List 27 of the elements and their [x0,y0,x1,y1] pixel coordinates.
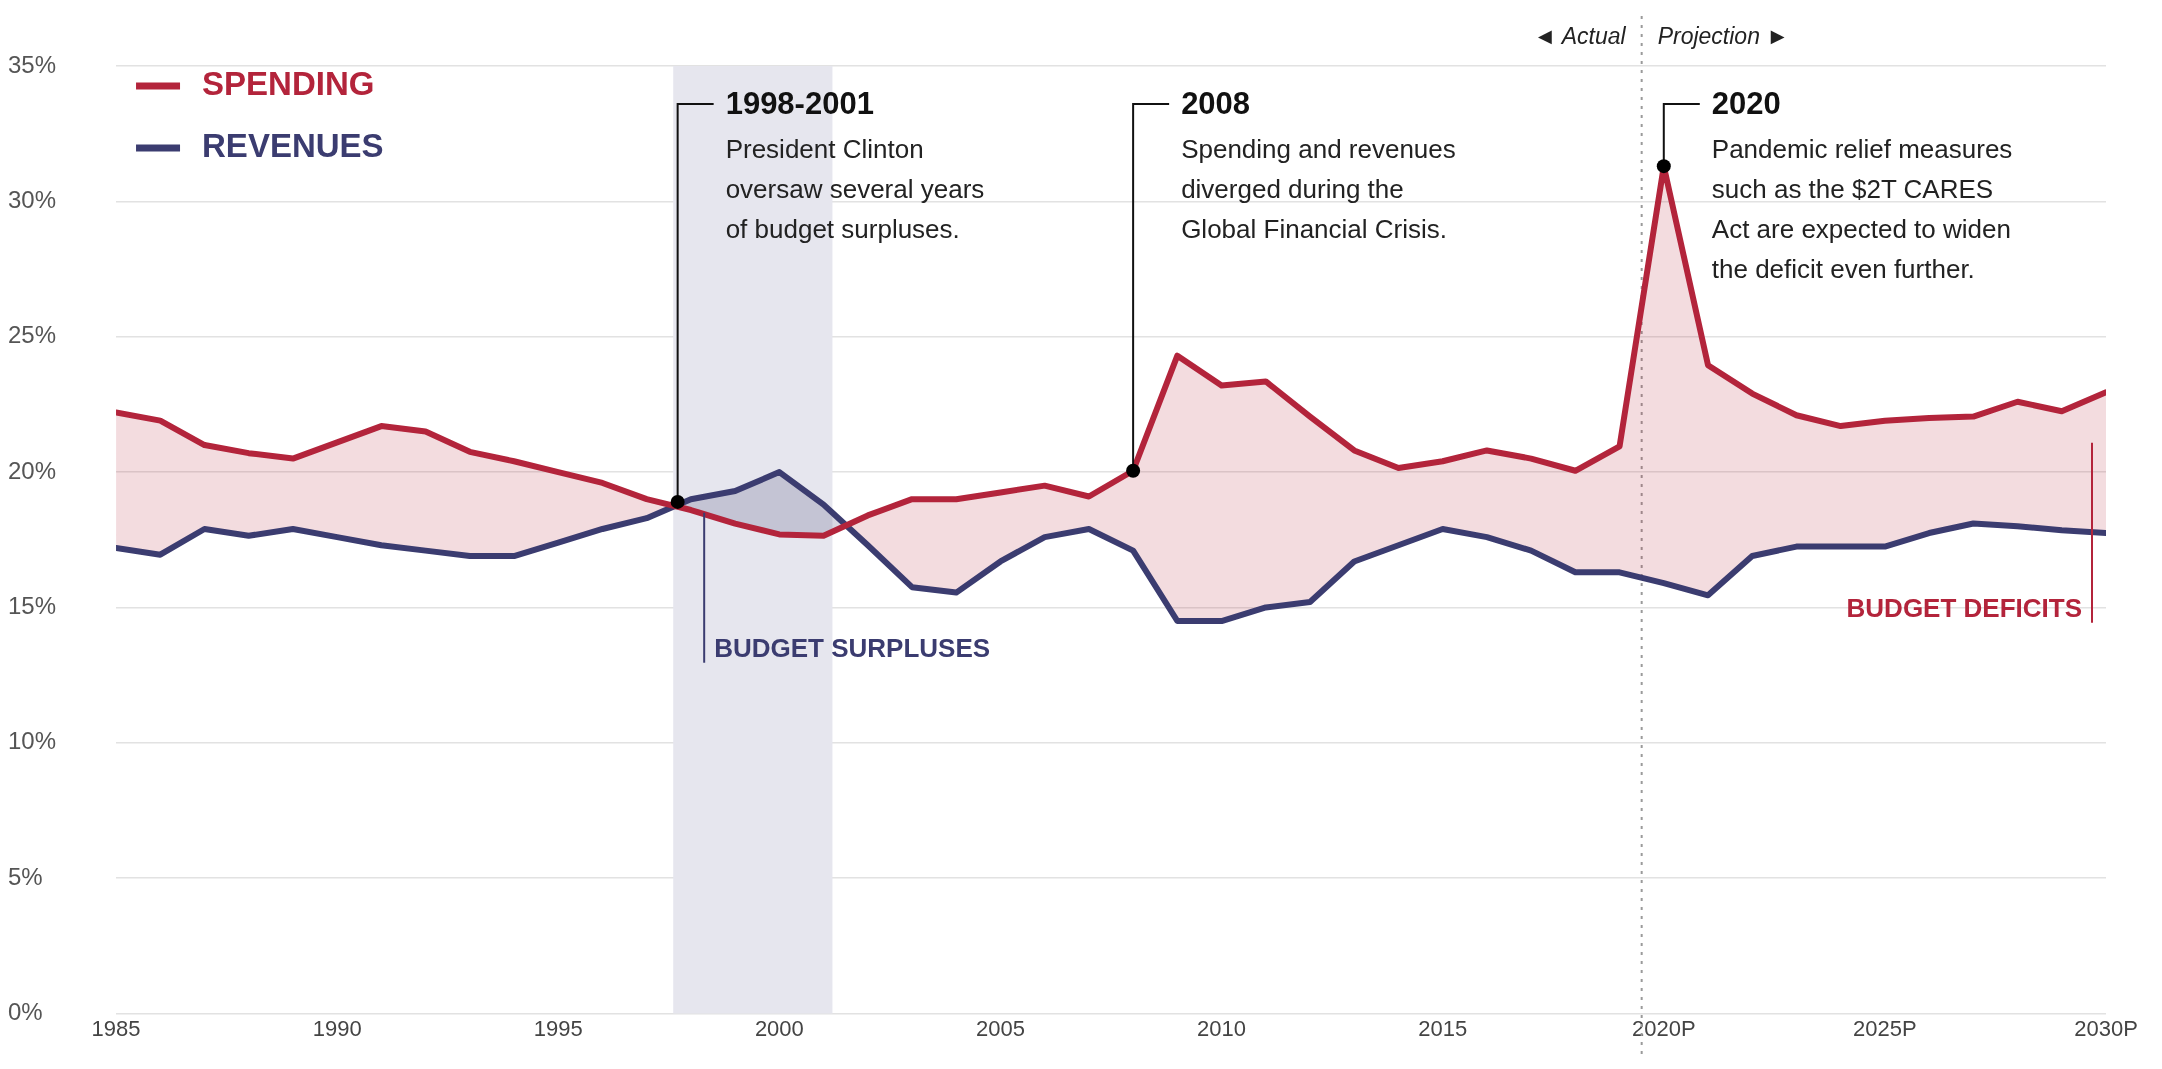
text: Projection ► [1657,23,1790,50]
y-tick-label: 10% [8,727,57,755]
y-tick-label: 30% [8,186,57,213]
y-tick-label: 5% [8,862,43,890]
x-tick-label: 2015 [1418,1015,1468,1041]
x-tick-label: 1985 [91,1015,141,1041]
legend-label: SPENDING [202,65,375,103]
y-tick-label: 20% [8,456,57,484]
y-tick-label: 25% [8,321,57,349]
annotation: BUDGET SURPLUSES [714,632,991,663]
y-tick-label: 0% [8,998,43,1026]
x-tick-label: 2025P [1853,1015,1917,1041]
y-tick-label: 15% [8,592,57,620]
x-tick-label: 1990 [312,1015,362,1041]
legend-label: REVENUES [202,127,384,165]
y-tick-label: 35% [8,50,57,78]
x-tick-label: 2005 [975,1015,1025,1041]
x-tick-label: 1995 [533,1015,583,1041]
x-tick-label: 2030P [2074,1015,2138,1041]
text: ◄ Actual [1533,23,1627,50]
x-tick-label: 2010 [1197,1015,1247,1041]
x-tick-label: 2000 [754,1015,804,1041]
annotation: 2020 Pandemic relief measures such as the $2T CARES Act are expected to widen the deficit even further. [1711,86,2013,285]
annotation: 1998-2001 President Clinton oversaw several years of budget surpluses. [725,86,985,245]
x-tick-label: 2020P [1631,1015,1696,1041]
annotation: 2008 Spending and revenues diverged during the Global Financial Crisis. [1181,86,1456,245]
annotation: BUDGET DEFICITS [1846,592,2082,623]
